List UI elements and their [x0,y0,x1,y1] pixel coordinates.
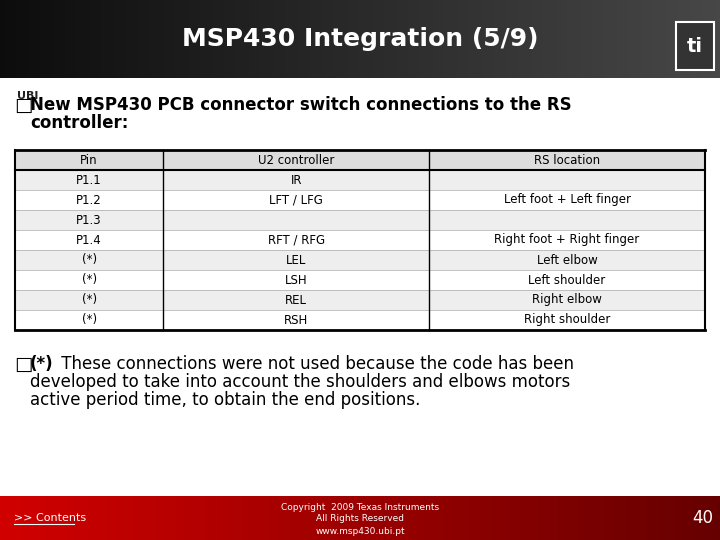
Text: UBI: UBI [17,91,39,101]
Bar [15,150,705,170]
Text: ti: ti [687,37,703,56]
Text: These connections were not used because the code has been: These connections were not used because … [56,355,574,373]
Bar [15,290,705,310]
Text: controller:: controller: [30,114,128,132]
Text: (*): (*) [81,253,96,267]
Text: P1.1: P1.1 [76,173,102,186]
Text: All Rights Reserved: All Rights Reserved [316,515,404,523]
Text: Left foot + Left finger: Left foot + Left finger [503,193,631,206]
Text: (*): (*) [81,294,96,307]
Bar [15,190,705,210]
Bar [15,310,705,330]
Text: Left elbow: Left elbow [536,253,598,267]
Text: P1.4: P1.4 [76,233,102,246]
Text: □: □ [14,96,32,115]
Text: □: □ [14,355,32,374]
Bar [0,78,720,496]
Text: MSP430 Integration (5/9): MSP430 Integration (5/9) [181,27,539,51]
Text: (*): (*) [30,355,53,373]
Bar [15,230,705,250]
FancyBboxPatch shape [676,22,714,70]
Text: Right elbow: Right elbow [532,294,602,307]
Text: (*): (*) [81,314,96,327]
Text: P1.2: P1.2 [76,193,102,206]
Text: Right shoulder: Right shoulder [524,314,610,327]
Text: IR: IR [290,173,302,186]
Text: LFT / LFG: LFT / LFG [269,193,323,206]
Text: www.msp430.ubi.pt: www.msp430.ubi.pt [315,526,405,536]
Text: P1.3: P1.3 [76,213,102,226]
Text: Copyright  2009 Texas Instruments: Copyright 2009 Texas Instruments [281,503,439,511]
Bar [15,170,705,190]
Text: RSH: RSH [284,314,308,327]
Text: REL: REL [285,294,307,307]
Text: >> Contents: >> Contents [14,513,86,523]
Bar [15,250,705,270]
Text: New MSP430 PCB connector switch connections to the RS: New MSP430 PCB connector switch connecti… [30,96,572,114]
Text: Left shoulder: Left shoulder [528,273,606,287]
Text: 40: 40 [693,509,714,527]
Text: Right foot + Right finger: Right foot + Right finger [495,233,639,246]
Text: LEL: LEL [286,253,307,267]
Text: RS location: RS location [534,153,600,166]
Text: LSH: LSH [285,273,307,287]
Text: active period time, to obtain the end positions.: active period time, to obtain the end po… [30,391,420,409]
Text: RFT / RFG: RFT / RFG [268,233,325,246]
Text: Pin: Pin [81,153,98,166]
Bar [15,270,705,290]
Text: U2 controller: U2 controller [258,153,334,166]
Text: (*): (*) [81,273,96,287]
Bar [15,210,705,230]
Text: developed to take into account the shoulders and elbows motors: developed to take into account the shoul… [30,373,570,391]
